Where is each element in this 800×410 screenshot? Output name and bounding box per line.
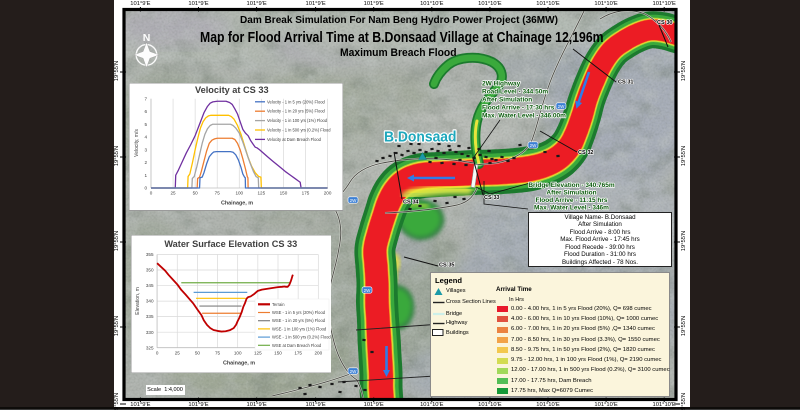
- svg-text:Velocity - 1 in 500 yrs (0.2%): Velocity - 1 in 500 yrs (0.2%) Flood: [267, 128, 331, 133]
- svg-text:2W: 2W: [350, 369, 358, 374]
- svg-text:355: 355: [145, 252, 153, 257]
- svg-text:Velocity at Dam Breach Flood: Velocity at Dam Breach Flood: [267, 137, 322, 142]
- svg-text:150: 150: [274, 351, 282, 356]
- svg-text:75: 75: [214, 351, 220, 356]
- svg-text:Max. Water Level - 346m: Max. Water Level - 346m: [534, 204, 609, 211]
- svg-text:125: 125: [258, 191, 266, 196]
- svg-text:0: 0: [155, 351, 158, 356]
- svg-text:WSE - 1 in 5 yrs (20%) Flood: WSE - 1 in 5 yrs (20%) Flood: [272, 310, 326, 315]
- svg-text:Velocity, m/s: Velocity, m/s: [134, 129, 140, 157]
- svg-text:CS 31: CS 31: [618, 80, 634, 86]
- svg-text:200: 200: [324, 191, 332, 196]
- svg-text:75: 75: [215, 191, 221, 196]
- svg-text:2W: 2W: [558, 104, 566, 109]
- svg-text:Velocity - 1 in 20 yrs (5%) Fl: Velocity - 1 in 20 yrs (5%) Flood: [267, 109, 326, 114]
- svg-text:2W: 2W: [530, 143, 538, 148]
- svg-text:B.Donsaad: B.Donsaad: [384, 130, 457, 146]
- svg-text:4: 4: [144, 135, 147, 140]
- svg-text:345: 345: [145, 283, 153, 288]
- svg-text:150: 150: [280, 191, 288, 196]
- svg-text:CS 32: CS 32: [578, 150, 594, 156]
- svg-text:CS 35: CS 35: [439, 263, 455, 269]
- svg-text:After Simulation: After Simulation: [546, 189, 596, 196]
- svg-text:2W: 2W: [350, 198, 358, 203]
- svg-text:CS 34: CS 34: [403, 200, 419, 206]
- svg-text:325: 325: [145, 345, 153, 350]
- svg-text:25: 25: [174, 351, 180, 356]
- svg-text:CS 30: CS 30: [657, 20, 673, 26]
- svg-text:Chainage, m: Chainage, m: [222, 361, 254, 367]
- svg-text:Max. Water Level - 346.00m: Max. Water Level - 346.00m: [482, 113, 566, 120]
- svg-text:335: 335: [145, 314, 153, 319]
- svg-text:Velocity - 1 in 100 yrs (1%) F: Velocity - 1 in 100 yrs (1%) Flood: [267, 118, 328, 123]
- svg-text:5: 5: [144, 122, 147, 127]
- svg-text:0: 0: [150, 191, 153, 196]
- svg-text:175: 175: [302, 191, 310, 196]
- svg-text:Flood Arrive - 11:15 hrs: Flood Arrive - 11:15 hrs: [535, 197, 607, 204]
- svg-text:200: 200: [314, 351, 322, 356]
- svg-text:3: 3: [144, 147, 147, 152]
- svg-text:175: 175: [294, 351, 302, 356]
- svg-text:340: 340: [145, 299, 153, 304]
- svg-text:Terrain: Terrain: [272, 302, 285, 307]
- svg-text:Velocity at CS 33: Velocity at CS 33: [195, 85, 269, 95]
- svg-text:2W: 2W: [364, 288, 372, 293]
- svg-text:2W Highway: 2W Highway: [482, 80, 521, 87]
- svg-text:CS 33: CS 33: [484, 195, 500, 201]
- svg-text:50: 50: [193, 191, 199, 196]
- svg-text:WSE at Dam Breach Flood: WSE at Dam Breach Flood: [272, 343, 322, 348]
- svg-text:Elevation, m: Elevation, m: [135, 287, 141, 315]
- svg-text:After Simulation: After Simulation: [482, 96, 532, 103]
- svg-text:WSE - 1 in 500 yrs (0.2%) Floo: WSE - 1 in 500 yrs (0.2%) Flood: [272, 335, 331, 340]
- svg-text:50: 50: [194, 351, 200, 356]
- svg-text:100: 100: [235, 191, 243, 196]
- svg-text:100: 100: [233, 351, 241, 356]
- svg-text:N: N: [143, 32, 151, 44]
- svg-text:Chainage, m: Chainage, m: [221, 201, 253, 207]
- svg-text:25: 25: [171, 191, 177, 196]
- svg-text:Water Surface Elevation CS 33: Water Surface Elevation CS 33: [164, 239, 297, 249]
- svg-text:Flood Arrive - 17:30 hrs: Flood Arrive - 17:30 hrs: [482, 104, 555, 111]
- svg-text:1: 1: [144, 173, 147, 178]
- svg-text:7: 7: [144, 96, 147, 101]
- svg-text:Velocity - 1 in 5 yrs (20%) Fl: Velocity - 1 in 5 yrs (20%) Flood: [267, 99, 326, 104]
- svg-text:Bridge Elevation - 340.765m: Bridge Elevation - 340.765m: [528, 182, 615, 189]
- svg-text:125: 125: [254, 351, 262, 356]
- svg-text:2: 2: [144, 160, 147, 165]
- svg-text:0: 0: [144, 186, 147, 191]
- svg-text:6: 6: [144, 109, 147, 114]
- svg-text:Road Level - 344.50m: Road Level - 344.50m: [482, 88, 548, 95]
- svg-text:WSE- 1 in 100 yrs (1%) Flood: WSE- 1 in 100 yrs (1%) Flood: [272, 326, 327, 331]
- svg-text:WSE - 1 in 20 yrs (5%) Flood: WSE - 1 in 20 yrs (5%) Flood: [272, 318, 326, 323]
- svg-text:350: 350: [145, 268, 153, 273]
- svg-text:330: 330: [145, 330, 153, 335]
